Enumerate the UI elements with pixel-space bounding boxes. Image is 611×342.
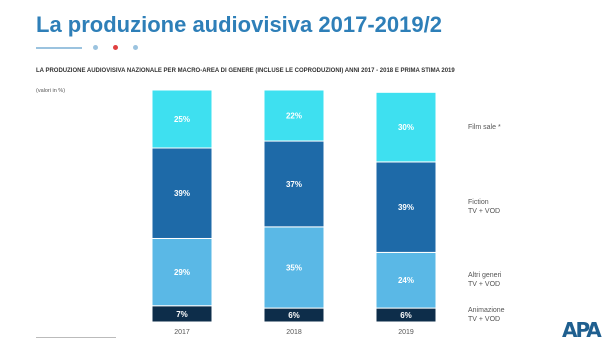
- bar-segment-2019-1: [375, 251, 437, 309]
- decorative-dot-1: [93, 45, 98, 50]
- series-label-line: Film sale *: [468, 123, 501, 131]
- series-label-3: Film sale *: [468, 123, 501, 132]
- series-label-line: Altri generi: [468, 272, 502, 280]
- x-tick-label-2017: 2017: [174, 329, 190, 336]
- ticks-layer: 2017 2018 2019: [174, 329, 414, 336]
- bar-segment-2019-3: [375, 91, 437, 163]
- data-label-2018-0: 6%: [288, 311, 300, 320]
- data-label-2017-1: 29%: [174, 268, 190, 277]
- bar-segment-2017-1: [151, 237, 213, 307]
- series-label-0: Animazione TV + VOD: [468, 306, 505, 324]
- data-label-2019-1: 24%: [398, 276, 414, 285]
- bar-segment-2017-2: [151, 147, 213, 239]
- data-label-2019-2: 39%: [398, 203, 414, 212]
- page-title: La produzione audiovisiva 2017-2019/2: [36, 12, 442, 37]
- unit-label: (valori in %): [36, 88, 66, 94]
- apa-logo: APA: [562, 318, 602, 342]
- data-label-2017-2: 39%: [174, 189, 190, 198]
- data-label-2018-1: 35%: [286, 263, 302, 272]
- bar-segment-2018-1: [263, 226, 325, 309]
- data-label-2017-0: 7%: [176, 310, 188, 319]
- series-label-line: Fiction: [468, 199, 489, 207]
- footer-rule: [36, 337, 116, 338]
- series-label-line: TV + VOD: [468, 281, 501, 289]
- series-label-line: Animazione: [468, 307, 505, 315]
- bar-segment-2018-3: [263, 89, 325, 142]
- series-label-line: TV + VOD: [468, 316, 501, 324]
- data-label-2019-0: 6%: [400, 311, 412, 320]
- data-label-2019-3: 30%: [398, 123, 414, 132]
- labels-layer: 7% 29% 39% 25% 6% 35% 37% 22% 6% 24% 39% 30%: [174, 112, 414, 321]
- chart-subtitle: LA PRODUZIONE AUDIOVISIVA NAZIONALE PER …: [36, 68, 455, 74]
- series-label-2: Fiction TV + VOD: [468, 198, 500, 216]
- decorative-dot-2: [113, 45, 118, 50]
- decorative-dot-3: [133, 45, 138, 50]
- series-label-1: Altri generi TV + VOD: [468, 271, 501, 289]
- bar-segment-2019-2: [375, 161, 437, 253]
- series-label-line: TV + VOD: [468, 208, 501, 216]
- x-tick-label-2019: 2019: [398, 329, 414, 336]
- data-label-2018-2: 37%: [286, 180, 302, 189]
- bars-layer: [151, 89, 437, 323]
- data-label-2017-3: 25%: [174, 115, 190, 124]
- x-tick-label-2018: 2018: [286, 329, 302, 336]
- data-label-2018-3: 22%: [286, 112, 302, 121]
- bar-segment-2018-2: [263, 140, 325, 228]
- title-underline: [36, 47, 82, 49]
- bar-segment-2017-3: [151, 89, 213, 149]
